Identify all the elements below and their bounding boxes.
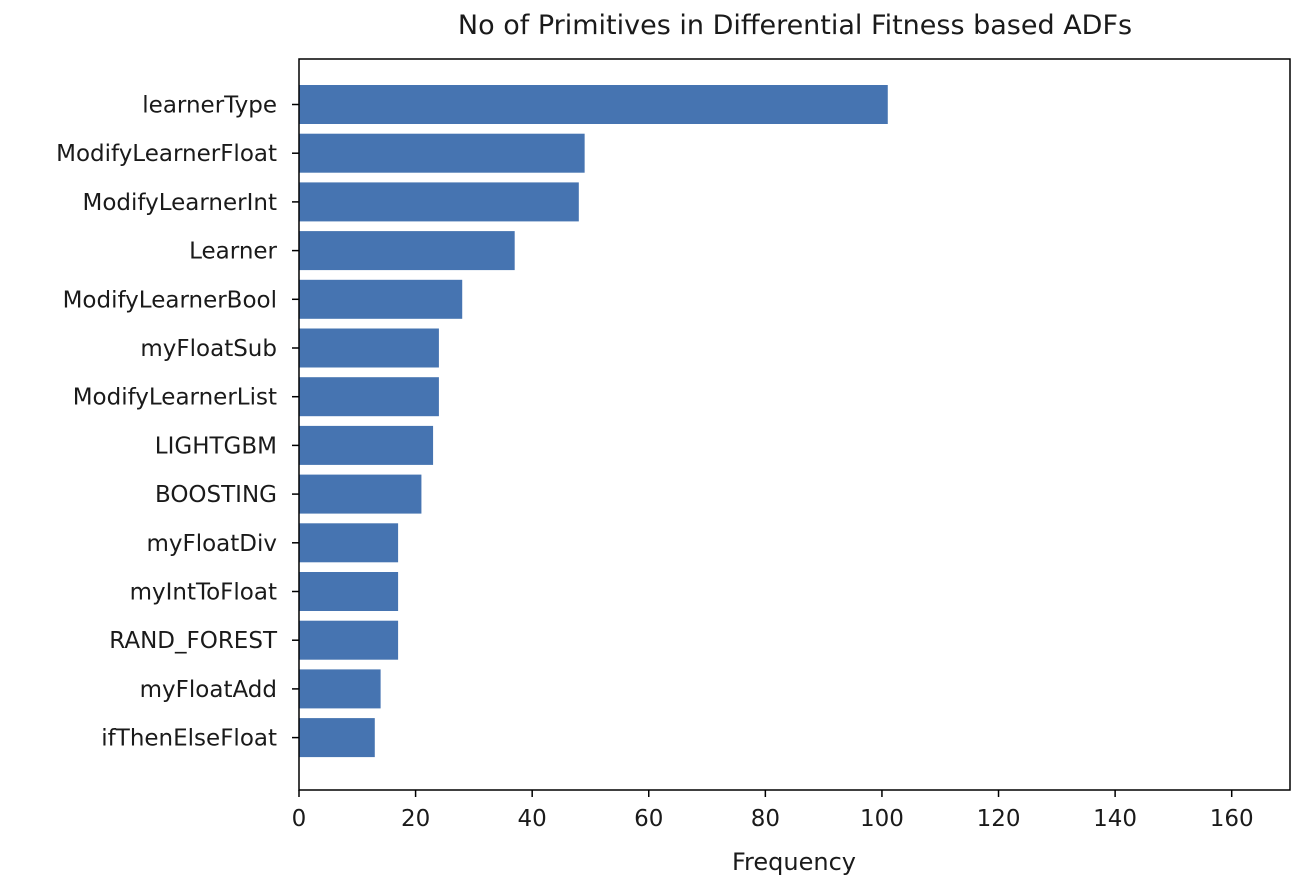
bars-group: [299, 85, 888, 758]
bar: [299, 133, 585, 173]
bar: [299, 620, 399, 660]
x-axis-ticks: 0 20 40 60 80 100 120 140 160: [292, 790, 1254, 832]
y-tick-label: BOOSTING: [155, 482, 277, 508]
y-tick-label: ModifyLearnerInt: [83, 190, 277, 216]
x-tick-label: 40: [518, 806, 547, 832]
y-tick-label: ModifyLearnerFloat: [56, 141, 277, 167]
y-tick-label: Learner: [189, 239, 277, 265]
bar: [299, 231, 515, 271]
x-tick-label: 0: [292, 806, 307, 832]
x-tick-label: 80: [751, 806, 780, 832]
bar: [299, 85, 888, 124]
bar: [299, 328, 439, 368]
y-axis-ticks: learnerType ModifyLearnerFloat ModifyLearn…: [56, 93, 299, 752]
x-axis-label: Frequency: [732, 848, 856, 876]
y-tick-label: myFloatSub: [140, 336, 277, 362]
y-tick-label: myFloatDiv: [146, 531, 277, 557]
bar: [299, 377, 439, 417]
y-tick-label: ModifyLearnerList: [73, 385, 277, 411]
bar: [299, 523, 399, 563]
bar: [299, 474, 422, 514]
y-tick-label: RAND_FOREST: [109, 628, 278, 654]
x-tick-label: 20: [401, 806, 430, 832]
plot-frame: [298, 58, 1291, 791]
bar: [299, 669, 381, 709]
x-tick-label: 140: [1093, 806, 1137, 832]
bar: [299, 279, 463, 319]
bar: [299, 572, 399, 611]
x-tick-label: 160: [1210, 806, 1254, 832]
bar: [299, 182, 579, 222]
y-tick-label: ifThenElseFloat: [101, 726, 277, 752]
y-tick-label: ModifyLearnerBool: [63, 287, 277, 313]
y-tick-label: learnerType: [142, 93, 277, 119]
y-tick-label: myFloatAdd: [140, 677, 277, 703]
x-tick-label: 100: [860, 806, 904, 832]
bar: [299, 425, 434, 465]
bar: [299, 718, 375, 758]
y-tick-label: myIntToFloat: [130, 580, 277, 606]
chart-title: No of Primitives in Differential Fitness…: [458, 10, 1132, 41]
x-tick-label: 60: [634, 806, 663, 832]
x-tick-label: 120: [977, 806, 1021, 832]
y-tick-label: LIGHTGBM: [155, 433, 277, 459]
